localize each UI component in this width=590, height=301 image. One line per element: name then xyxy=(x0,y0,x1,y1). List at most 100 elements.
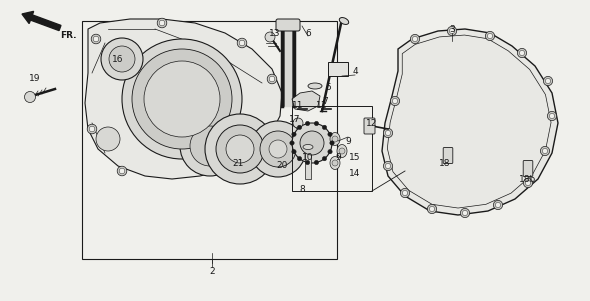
Circle shape xyxy=(322,157,327,161)
Circle shape xyxy=(543,76,553,85)
Circle shape xyxy=(132,49,232,149)
Circle shape xyxy=(412,36,418,42)
Bar xyxy=(82,21,337,259)
Circle shape xyxy=(402,191,408,196)
Circle shape xyxy=(385,163,391,169)
Ellipse shape xyxy=(303,144,313,150)
Circle shape xyxy=(306,121,310,126)
Circle shape xyxy=(450,28,455,34)
Circle shape xyxy=(519,50,525,56)
Circle shape xyxy=(96,127,120,151)
FancyBboxPatch shape xyxy=(443,147,453,163)
Circle shape xyxy=(267,74,277,84)
Circle shape xyxy=(496,202,500,208)
Bar xyxy=(292,106,372,191)
Circle shape xyxy=(122,39,242,159)
Circle shape xyxy=(401,188,409,197)
Text: 21: 21 xyxy=(232,159,244,167)
Circle shape xyxy=(391,96,399,106)
Circle shape xyxy=(540,146,550,156)
Circle shape xyxy=(548,111,556,121)
Circle shape xyxy=(119,168,125,174)
Circle shape xyxy=(93,36,99,42)
Text: 19: 19 xyxy=(30,75,41,83)
Circle shape xyxy=(25,92,35,103)
Circle shape xyxy=(339,148,345,154)
Circle shape xyxy=(297,125,301,129)
Circle shape xyxy=(109,46,135,72)
Text: 5: 5 xyxy=(325,83,331,92)
Bar xyxy=(305,147,311,179)
FancyBboxPatch shape xyxy=(523,160,533,176)
Text: 4: 4 xyxy=(352,67,358,76)
Text: FR.: FR. xyxy=(60,31,77,40)
Circle shape xyxy=(447,26,457,36)
Circle shape xyxy=(250,121,306,177)
Ellipse shape xyxy=(308,83,322,89)
Circle shape xyxy=(487,33,493,39)
Polygon shape xyxy=(85,19,282,179)
Circle shape xyxy=(300,131,324,155)
Text: 17: 17 xyxy=(289,114,301,123)
Text: 3: 3 xyxy=(449,24,455,33)
Ellipse shape xyxy=(339,17,349,24)
Circle shape xyxy=(260,131,296,167)
Circle shape xyxy=(460,208,470,218)
FancyBboxPatch shape xyxy=(328,62,348,76)
Text: 20: 20 xyxy=(276,160,288,169)
FancyBboxPatch shape xyxy=(276,19,300,31)
Circle shape xyxy=(542,148,548,154)
Circle shape xyxy=(292,132,296,137)
Circle shape xyxy=(297,157,301,161)
Circle shape xyxy=(306,160,310,165)
Text: 16: 16 xyxy=(112,54,124,64)
Text: 11: 11 xyxy=(316,101,328,110)
Circle shape xyxy=(293,118,303,128)
Text: 2: 2 xyxy=(209,266,215,275)
Text: 8: 8 xyxy=(299,185,305,194)
Circle shape xyxy=(267,141,277,151)
Circle shape xyxy=(328,150,332,154)
Circle shape xyxy=(430,206,435,212)
Circle shape xyxy=(216,125,264,173)
Circle shape xyxy=(523,178,533,188)
Circle shape xyxy=(330,141,334,145)
Circle shape xyxy=(517,48,527,57)
Circle shape xyxy=(226,135,254,163)
FancyBboxPatch shape xyxy=(364,118,375,134)
Circle shape xyxy=(159,20,165,26)
Ellipse shape xyxy=(337,144,347,157)
Circle shape xyxy=(526,180,530,186)
Circle shape xyxy=(314,121,319,126)
Text: 15: 15 xyxy=(349,153,360,162)
Circle shape xyxy=(117,166,127,176)
Circle shape xyxy=(463,210,468,216)
Circle shape xyxy=(87,124,97,134)
FancyArrow shape xyxy=(22,11,61,31)
Circle shape xyxy=(549,113,555,119)
Circle shape xyxy=(292,150,296,154)
Text: 9: 9 xyxy=(335,153,341,162)
Circle shape xyxy=(91,34,101,44)
Circle shape xyxy=(493,200,503,209)
Circle shape xyxy=(269,76,275,82)
Circle shape xyxy=(292,123,332,163)
Text: 7: 7 xyxy=(322,97,328,105)
Ellipse shape xyxy=(330,157,340,169)
Ellipse shape xyxy=(330,132,340,145)
Circle shape xyxy=(157,18,167,28)
Circle shape xyxy=(384,161,392,171)
Circle shape xyxy=(314,160,319,165)
Circle shape xyxy=(239,40,245,46)
Circle shape xyxy=(144,61,220,137)
Text: 9: 9 xyxy=(345,136,351,145)
Circle shape xyxy=(269,140,287,158)
Circle shape xyxy=(101,38,143,80)
Text: 6: 6 xyxy=(305,29,311,38)
Text: 12: 12 xyxy=(366,119,378,128)
Circle shape xyxy=(385,130,391,135)
Circle shape xyxy=(237,38,247,48)
Text: 11: 11 xyxy=(292,101,304,110)
Circle shape xyxy=(427,204,437,214)
Circle shape xyxy=(384,129,392,138)
